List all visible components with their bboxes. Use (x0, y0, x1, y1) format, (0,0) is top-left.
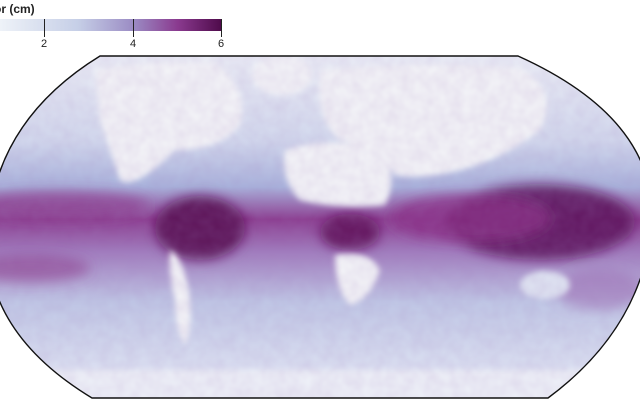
color-legend: apor (cm) 2 4 6 (0, 0, 240, 56)
legend-tick-4 (133, 19, 134, 37)
legend-tick-label-2: 2 (40, 38, 48, 50)
map-outline (0, 55, 640, 399)
map-globe (0, 56, 640, 398)
legend-color-bar (0, 19, 222, 31)
legend-title: apor (cm) (0, 2, 35, 16)
legend-tick-6 (221, 19, 222, 37)
legend-tick-label-6: 6 (217, 38, 225, 50)
legend-tick-label-4: 4 (129, 38, 137, 50)
legend-tick-2 (44, 19, 45, 37)
